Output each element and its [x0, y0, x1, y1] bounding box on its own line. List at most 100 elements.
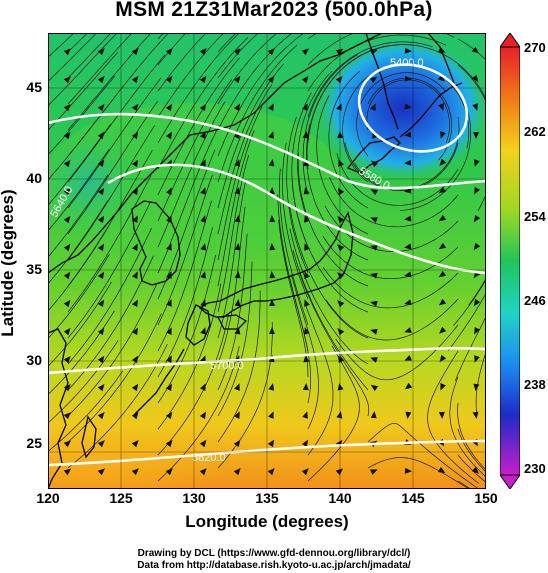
- wind-arrow-icon: [267, 468, 275, 476]
- streamline: [307, 33, 455, 66]
- wind-arrow-icon: [304, 271, 310, 279]
- wind-arrow-icon: [166, 243, 172, 251]
- wind-arrows: [63, 46, 481, 476]
- wind-arrow-icon: [63, 187, 71, 196]
- streamline: [291, 274, 319, 430]
- coastline-mainland: [48, 33, 383, 274]
- streamline: [217, 180, 247, 339]
- wind-arrow-icon: [268, 411, 274, 419]
- wind-arrow-icon: [335, 76, 343, 84]
- streamline: [48, 254, 110, 340]
- wind-arrow-icon: [234, 187, 241, 195]
- colorbar-top-arrow: [499, 32, 521, 48]
- streamline: [286, 116, 309, 274]
- wind-arrow-icon: [404, 243, 412, 250]
- streamline: [157, 33, 207, 92]
- wind-arrow-icon: [302, 103, 308, 111]
- wind-arrow-icon: [404, 271, 412, 278]
- streamline: [217, 33, 259, 79]
- streamline: [468, 277, 486, 306]
- wind-arrow-icon: [97, 159, 105, 168]
- wind-arrow-icon: [233, 411, 240, 420]
- wind-arrow-icon: [97, 75, 105, 84]
- streamline: [217, 84, 273, 235]
- streamline: [367, 77, 453, 161]
- y-tick-25: 25: [26, 435, 42, 451]
- colorbar-label-262: 262: [524, 124, 546, 139]
- streamline: [48, 33, 75, 58]
- wind-arrow-icon: [200, 243, 207, 251]
- streamline: [67, 33, 112, 79]
- streamline: [307, 345, 360, 482]
- wind-arrow-icon: [438, 270, 447, 278]
- wind-arrow-icon: [473, 383, 480, 391]
- streamline: [427, 350, 479, 484]
- wind-arrow-icon: [131, 468, 139, 476]
- wind-arrow-icon: [404, 159, 412, 166]
- wind-arrow-icon: [439, 158, 447, 166]
- coastline-japan-kyushu: [185, 304, 211, 346]
- wind-arrow-icon: [166, 299, 172, 307]
- streamline: [457, 454, 486, 483]
- coastline-kuril-islands: [399, 82, 463, 138]
- wind-arrow-icon: [233, 48, 241, 56]
- grid-lines: [48, 33, 486, 489]
- streamline: [336, 153, 459, 206]
- coastline-japan-shikoku: [217, 314, 248, 330]
- wind-arrow-icon: [200, 271, 207, 279]
- wind-arrow-icon: [473, 214, 481, 223]
- streamline: [67, 228, 152, 365]
- wind-arrow-icon: [233, 103, 240, 112]
- streamline: [449, 376, 486, 478]
- wind-arrow-icon: [301, 468, 309, 476]
- wind-arrow-icon: [437, 466, 446, 474]
- streamline: [157, 37, 249, 170]
- wind-arrow-icon: [199, 103, 207, 112]
- wind-arrow-icon: [404, 131, 412, 138]
- wind-arrow-icon: [471, 74, 479, 83]
- wind-arrow-icon: [234, 215, 241, 223]
- streamline: [297, 152, 369, 287]
- streamline: [367, 422, 480, 489]
- streamline: [457, 38, 486, 61]
- streamline: [48, 340, 119, 424]
- wind-arrow-icon: [337, 383, 344, 391]
- wind-arrow-icon: [471, 466, 479, 474]
- streamline: [217, 206, 246, 365]
- wind-arrow-icon: [370, 411, 377, 419]
- wind-arrow-icon: [267, 75, 275, 84]
- coastline-sakhalin: [365, 33, 399, 130]
- wind-arrow-icon: [131, 75, 139, 84]
- wind-arrow-icon: [97, 383, 105, 392]
- wind-arrow-icon: [63, 440, 71, 448]
- streamline: [367, 457, 470, 489]
- colorbar-label-270: 270: [524, 40, 546, 55]
- streamline: [289, 205, 369, 339]
- wind-arrow-icon: [199, 75, 207, 84]
- x-tick-120: 120: [36, 490, 60, 506]
- streamline: [157, 33, 225, 118]
- x-tick-135: 135: [255, 490, 279, 506]
- wind-arrow-icon: [97, 327, 105, 336]
- wind-arrow-icon: [97, 243, 105, 252]
- wind-arrow-icon: [200, 383, 206, 391]
- wind-arrow-icon: [301, 75, 309, 84]
- wind-arrow-icon: [304, 299, 310, 307]
- wind-arrow-icon: [131, 383, 139, 392]
- wind-arrow-icon: [404, 75, 412, 82]
- wind-arrow-icon: [304, 243, 310, 251]
- streamline: [454, 315, 486, 382]
- wind-arrow-icon: [97, 411, 105, 420]
- wind-arrow-icon: [303, 355, 310, 363]
- wind-arrow-icon: [337, 187, 345, 196]
- wind-arrow-icon: [63, 159, 71, 168]
- streamline: [217, 261, 253, 417]
- wind-arrow-icon: [304, 215, 310, 223]
- streamline: [279, 168, 309, 326]
- wind-arrow-icon: [404, 299, 412, 306]
- wind-arrow-icon: [269, 215, 276, 223]
- streamline: [48, 52, 118, 131]
- wind-arrow-icon: [404, 47, 412, 54]
- streamline: [157, 33, 187, 66]
- wind-arrow-icon: [131, 103, 139, 112]
